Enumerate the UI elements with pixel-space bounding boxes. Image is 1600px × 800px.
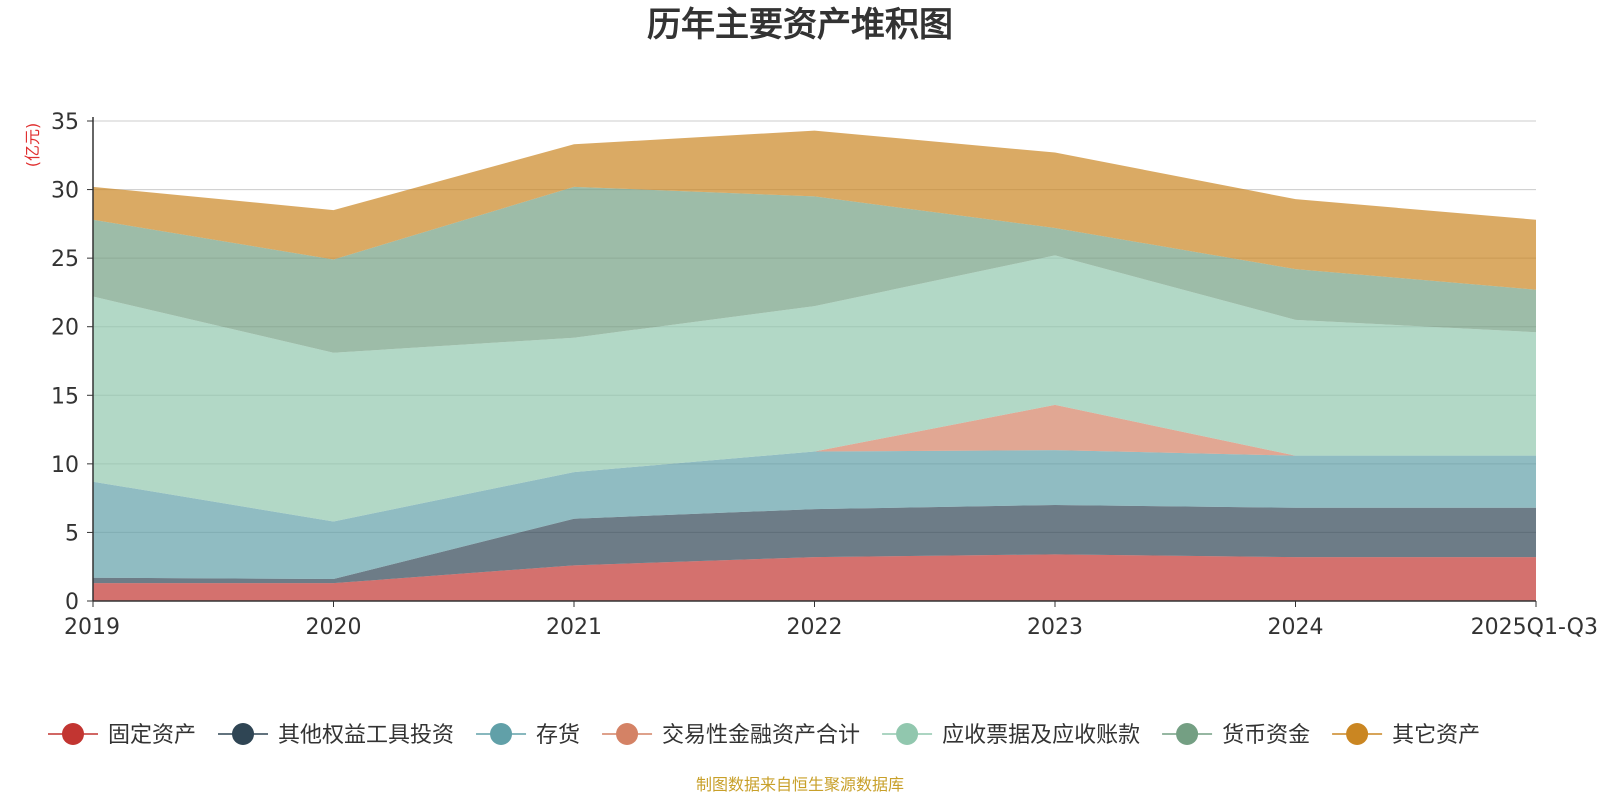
- x-tick-label: 2021: [546, 615, 602, 640]
- y-tick-label: 0: [65, 590, 79, 615]
- area-series-2: [93, 450, 1536, 580]
- legend-marker: [896, 723, 919, 745]
- area-series-5: [93, 186, 1536, 353]
- legend-label: 存货: [536, 723, 580, 748]
- legend-label: 应收票据及应收账款: [942, 723, 1140, 748]
- y-tick-label: 10: [51, 453, 79, 478]
- legend-label: 交易性金融资产合计: [662, 723, 860, 748]
- x-tick-label: 2022: [787, 615, 843, 640]
- x-tick-label: 2024: [1268, 615, 1324, 640]
- area-series-1: [93, 505, 1536, 584]
- axes: 0 5 10 15 20 25 30 35 2019 2020 2021 2022 2023 2024 20…: [51, 110, 1598, 640]
- legend-marker: [490, 723, 513, 745]
- source-note: 制图数据来自恒生聚源数据库: [696, 775, 904, 794]
- legend-label: 其它资产: [1392, 723, 1480, 748]
- legend-item-4[interactable]: 应收票据及应收账款: [882, 723, 1140, 748]
- legend-marker: [1346, 723, 1369, 745]
- legend-marker: [616, 723, 639, 745]
- legend-marker: [1176, 723, 1199, 745]
- y-tick-label: 35: [51, 110, 79, 135]
- area-series-6: [93, 130, 1536, 290]
- chart-title: 历年主要资产堆积图: [647, 5, 953, 45]
- y-axis-unit: (亿元): [23, 123, 42, 168]
- x-tick-label: 2019: [64, 615, 120, 640]
- y-tick-label: 25: [51, 247, 79, 272]
- legend-label: 货币资金: [1222, 723, 1310, 748]
- legend-marker: [232, 723, 255, 745]
- area-series-3: [93, 404, 1536, 522]
- y-tick-label: 15: [51, 384, 79, 409]
- legend-item-0[interactable]: 固定资产: [48, 723, 196, 748]
- area-series-0: [93, 554, 1536, 601]
- legend-item-2[interactable]: 存货: [476, 723, 580, 748]
- legend-item-3[interactable]: 交易性金融资产合计: [602, 723, 860, 748]
- x-tick-label: 2020: [306, 615, 362, 640]
- legend-item-6[interactable]: 其它资产: [1332, 723, 1480, 748]
- area-series-4: [93, 255, 1536, 522]
- legend-label: 其他权益工具投资: [278, 723, 454, 748]
- legend-label: 固定资产: [108, 723, 196, 748]
- y-tick-label: 30: [51, 179, 79, 204]
- x-tick-label: 2025Q1-Q3: [1471, 615, 1598, 640]
- legend-item-1[interactable]: 其他权益工具投资: [218, 723, 454, 748]
- y-tick-label: 5: [65, 521, 79, 546]
- legend: 固定资产 其他权益工具投资 存货 交易性金融资产合计 应收票据及应收账款 货币资金 其它资产: [48, 723, 1480, 748]
- area-series: [93, 130, 1536, 601]
- y-tick-label: 20: [51, 316, 79, 341]
- x-tick-label: 2023: [1027, 615, 1083, 640]
- legend-marker: [62, 723, 84, 745]
- legend-item-5[interactable]: 货币资金: [1162, 723, 1310, 748]
